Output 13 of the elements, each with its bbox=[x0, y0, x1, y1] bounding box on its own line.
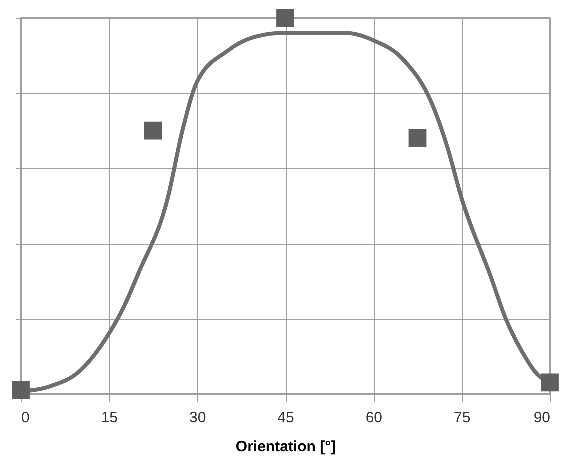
point bbox=[12, 381, 30, 400]
point bbox=[541, 374, 559, 392]
x-tick-label: 30 bbox=[189, 410, 206, 426]
x-tick-label: 0 bbox=[22, 410, 30, 426]
x-tick-label: 75 bbox=[454, 410, 471, 426]
x-tick-label: 45 bbox=[278, 410, 294, 426]
x-axis-title: Orientation [°] bbox=[236, 438, 336, 456]
x-tick-label: 60 bbox=[366, 410, 383, 426]
x-tick-label: 15 bbox=[101, 410, 118, 426]
point bbox=[408, 129, 427, 148]
point bbox=[276, 9, 294, 27]
point bbox=[144, 122, 162, 140]
x-tick-label: 90 bbox=[534, 410, 550, 426]
